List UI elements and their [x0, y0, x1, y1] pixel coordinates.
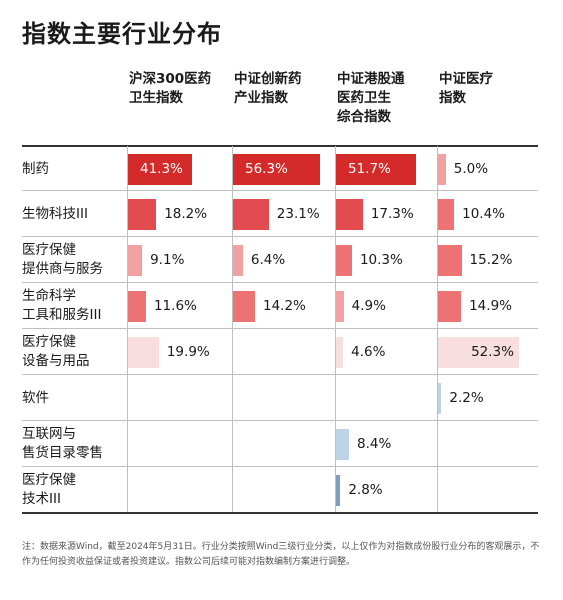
- row-divider: [22, 466, 538, 467]
- value-label: 9.1%: [150, 251, 185, 268]
- data-bar: [128, 290, 146, 322]
- data-bar: [336, 153, 417, 185]
- data-bar: [336, 198, 363, 230]
- row-label: 制药: [22, 160, 49, 177]
- data-bar: [233, 198, 269, 230]
- value-label: 18.2%: [164, 205, 208, 222]
- data-bar: [438, 336, 520, 368]
- column-divider: [437, 146, 438, 512]
- row-divider: [22, 236, 538, 237]
- column-divider: [127, 146, 128, 512]
- row-label: 医疗保健 设备与用品: [22, 334, 90, 369]
- data-bar: [438, 382, 442, 414]
- footnote: 注：数据来源Wind，截至2024年5月31日。行业分类按照Wind三级行业分类…: [22, 542, 540, 567]
- column-header: 沪深300医药 卫生指数: [129, 71, 212, 106]
- data-bar: [233, 290, 255, 322]
- data-bar: [336, 336, 344, 368]
- table-bottom-rule: [22, 512, 538, 514]
- value-label: 15.2%: [469, 251, 513, 268]
- value-label: 10.4%: [462, 205, 505, 222]
- row-divider: [22, 282, 538, 283]
- column-divider: [335, 146, 336, 512]
- row-label: 互联网与 售货目录零售: [22, 426, 103, 461]
- row-divider: [22, 374, 538, 375]
- data-bar: [438, 244, 462, 276]
- data-bar: [336, 474, 341, 506]
- value-label: 5.0%: [453, 160, 489, 177]
- value-label: 51.7%: [348, 160, 391, 177]
- value-label: 4.6%: [351, 343, 386, 360]
- data-bar: [233, 153, 321, 185]
- value-label: 8.4%: [357, 435, 392, 452]
- data-bar: [438, 153, 446, 185]
- row-label: 软件: [22, 389, 49, 406]
- row-label: 生物科技III: [22, 205, 88, 222]
- data-bar: [438, 290, 462, 322]
- value-label: 14.9%: [469, 297, 512, 314]
- value-label: 14.2%: [263, 297, 306, 314]
- row-divider: [22, 328, 538, 329]
- value-label: 52.3%: [471, 343, 514, 360]
- data-bar: [336, 290, 344, 322]
- data-bar: [128, 336, 159, 368]
- data-bar: [128, 153, 192, 185]
- data-bar: [336, 428, 350, 460]
- data-bar: [233, 244, 243, 276]
- row-label: 医疗保健 技术III: [22, 472, 76, 507]
- value-label: 10.3%: [359, 251, 403, 268]
- table-top-rule: [22, 145, 538, 147]
- value-label: 4.9%: [351, 297, 386, 314]
- data-bar: [128, 198, 157, 230]
- row-label: 医疗保健 提供商与服务: [22, 242, 103, 277]
- column-divider: [232, 146, 233, 512]
- data-bar: [128, 244, 143, 276]
- value-label: 17.3%: [370, 205, 414, 222]
- data-bar: [336, 244, 352, 276]
- value-label: 2.8%: [348, 481, 383, 498]
- column-header: 中证医疗 指数: [439, 71, 493, 106]
- value-label: 41.3%: [140, 160, 183, 177]
- value-label: 2.2%: [449, 389, 484, 406]
- value-label: 11.6%: [153, 297, 197, 314]
- value-label: 56.3%: [245, 160, 288, 177]
- value-label: 6.4%: [250, 251, 286, 268]
- row-divider: [22, 190, 538, 191]
- value-label: 23.1%: [276, 205, 320, 222]
- row-divider: [22, 420, 538, 421]
- row-label: 生命科学 工具和服务III: [22, 288, 102, 323]
- column-header: 中证创新药 产业指数: [234, 71, 302, 106]
- column-header: 中证港股通 医药卫生 综合指数: [337, 71, 405, 125]
- page-title: 指数主要行业分布: [22, 20, 222, 48]
- value-label: 19.9%: [166, 343, 210, 360]
- data-bar: [438, 198, 455, 230]
